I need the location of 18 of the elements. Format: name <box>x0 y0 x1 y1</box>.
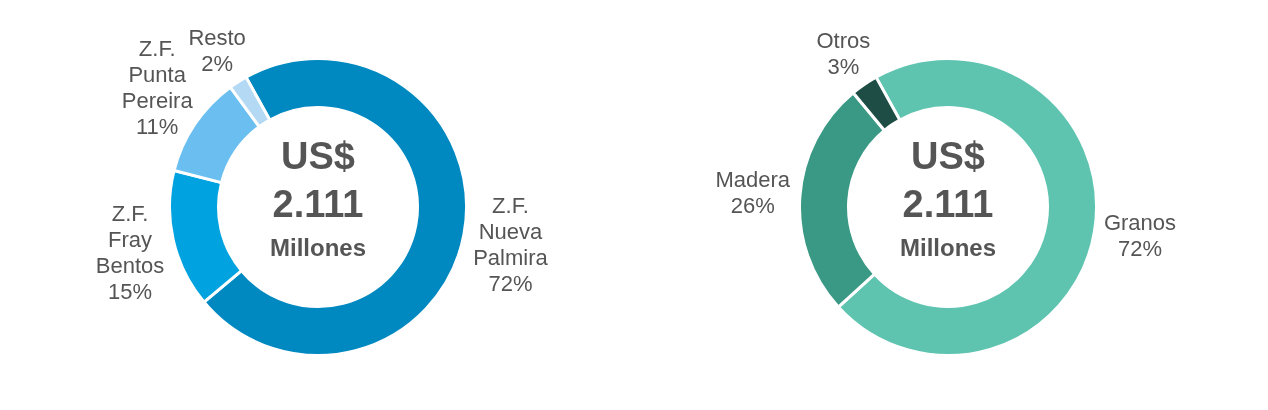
data-label: 72% <box>488 270 533 296</box>
data-label: 11% <box>136 114 179 140</box>
data-label: 2% <box>201 50 234 76</box>
slice-label: Madera <box>715 167 791 193</box>
text: Millones <box>269 233 367 261</box>
slice-label: Z.F. Nueva Palmira <box>473 192 549 270</box>
data-label: 3% <box>827 53 860 79</box>
text: US$ <box>281 135 355 178</box>
data-label: 72% <box>1117 235 1163 261</box>
data-label: 26% <box>730 193 775 219</box>
text: Millones <box>899 233 997 261</box>
text: 2.111 <box>272 183 364 226</box>
slice-label: Granos <box>1103 209 1177 235</box>
data-label: 15% <box>108 278 153 304</box>
slice-label: Otros <box>816 27 871 53</box>
text: 2.111 <box>902 183 994 226</box>
text: US$ <box>911 135 985 178</box>
slice-label: Z.F. Fray Bentos <box>95 200 165 278</box>
